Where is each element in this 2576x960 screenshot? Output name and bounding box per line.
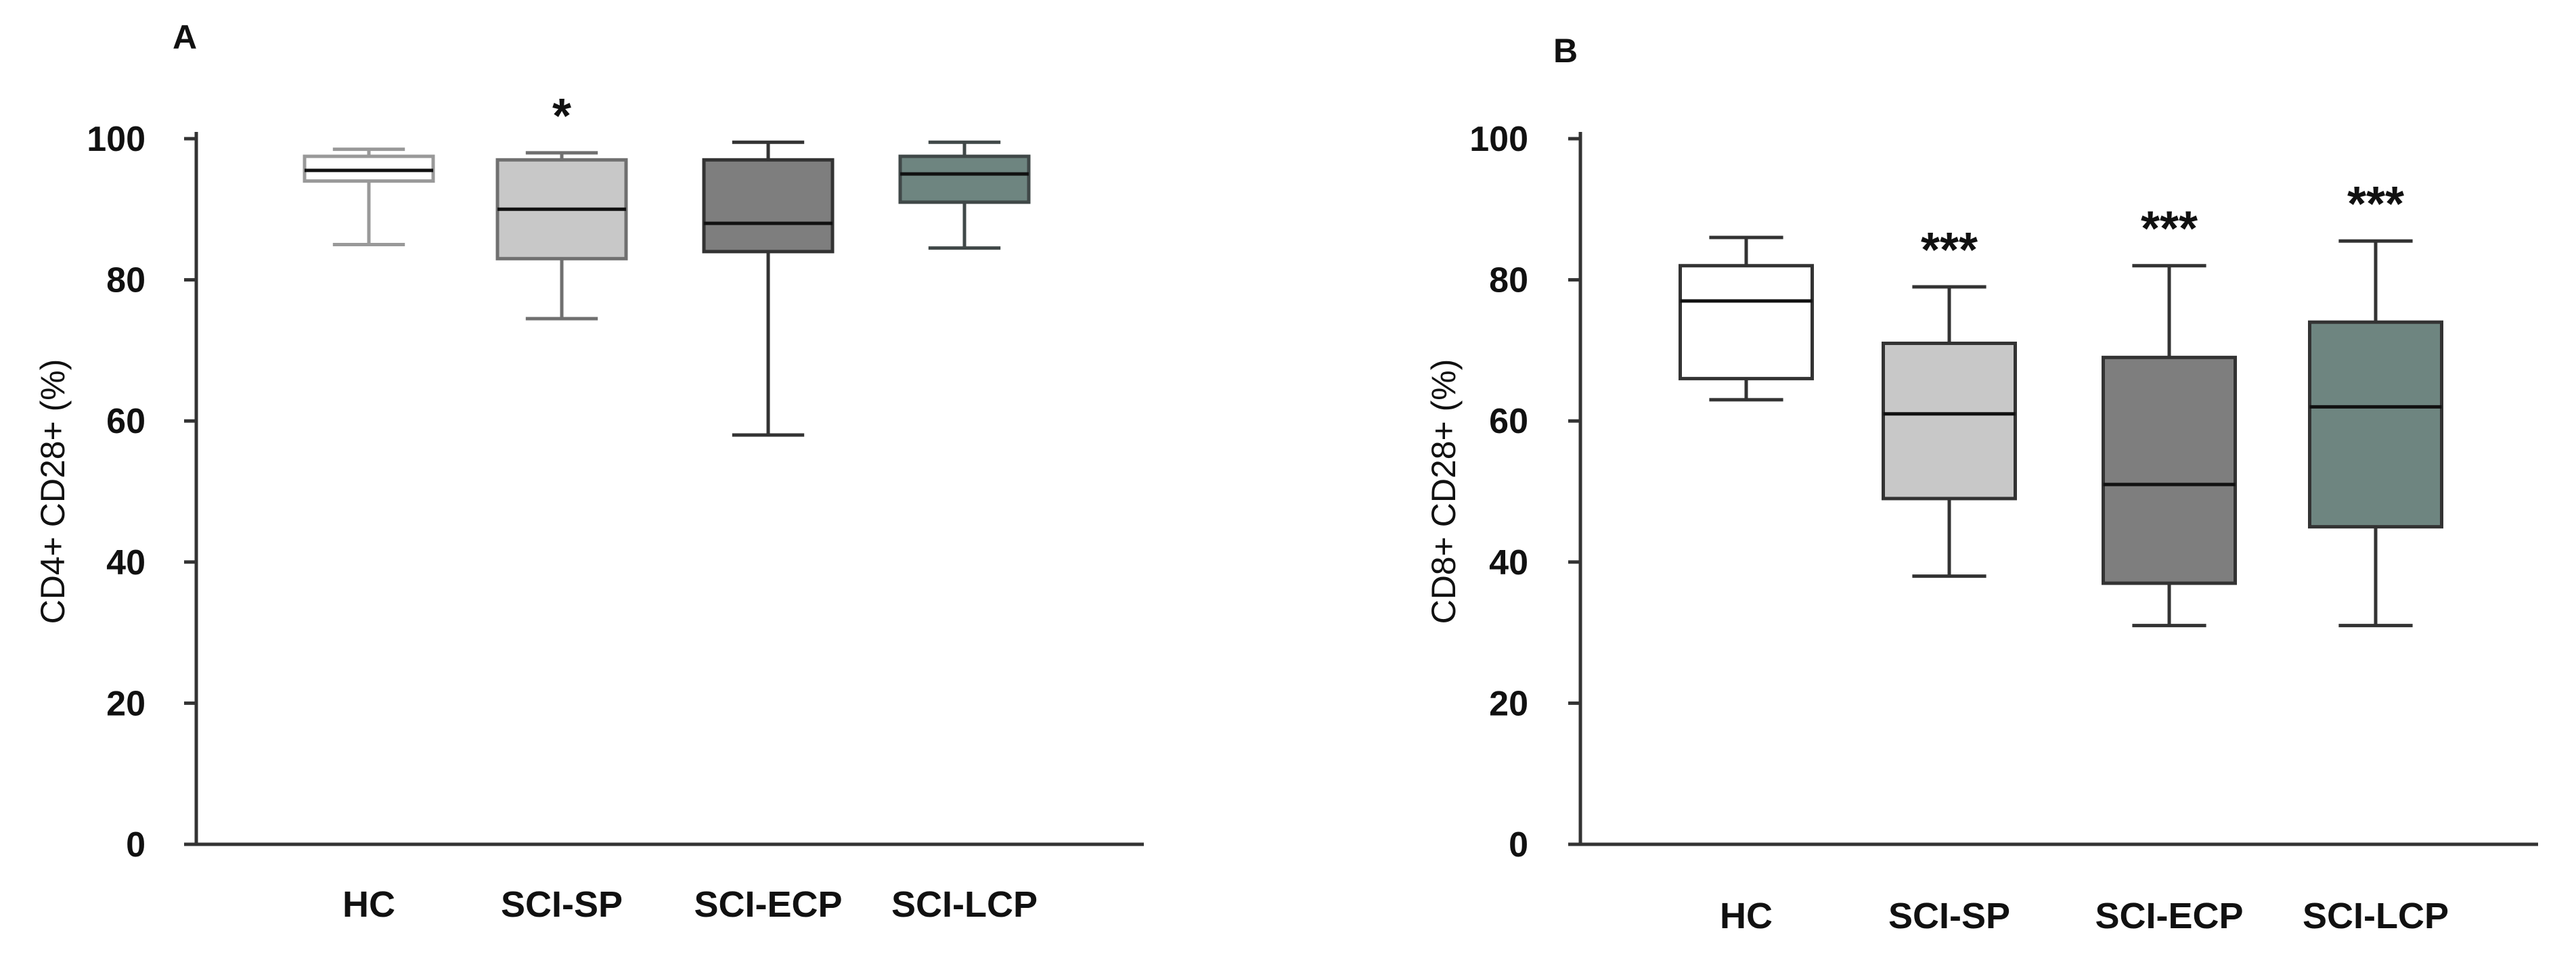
panel-a-letter: A <box>173 18 197 56</box>
panel-b-sci-sp-iqr-box <box>1882 341 2017 501</box>
panel-a-category-label-sci-sp: SCI-SP <box>501 884 623 925</box>
panel-a-y-tick-label-60: 60 <box>106 402 146 441</box>
panel-b-sci-lcp-iqr-box <box>2308 320 2443 529</box>
panel-b-hc-iqr-box <box>1679 264 1814 381</box>
panel-a-sci-sp-significance-annotation: * <box>552 89 571 143</box>
panel-b-y-tick-label-0: 0 <box>1509 825 1528 865</box>
panel-b-sci-lcp-box-plot: *** <box>2308 177 2443 628</box>
panel-b-y-tick-label-100: 100 <box>1469 120 1528 159</box>
panel-a-y-tick-label-100: 100 <box>87 120 146 159</box>
panel-b-y-tick-label-60: 60 <box>1489 402 1528 441</box>
panel-b-sci-ecp-box-plot: *** <box>2102 202 2237 628</box>
panel-a-category-label-hc: HC <box>342 884 395 925</box>
panel-a-sci-ecp-iqr-box <box>702 158 835 254</box>
panel-b-y-axis-title: CD8+ CD28+ (%) <box>1425 359 1463 624</box>
panel-b-sci-sp-significance-annotation: *** <box>1921 223 1978 277</box>
panel-b-category-label-sci-sp: SCI-SP <box>1888 896 2010 936</box>
panel-a-y-tick-label-80: 80 <box>106 261 146 300</box>
panel-a-sci-lcp-iqr-box <box>898 154 1031 204</box>
panel-b-sci-ecp-significance-annotation: *** <box>2141 202 2198 256</box>
panel-b-sci-ecp-iqr-box <box>2102 355 2237 585</box>
panel-a-sci-sp-box-plot: * <box>495 89 628 321</box>
panel-b-letter: B <box>1553 32 1578 70</box>
panel-a-y-tick-label-20: 20 <box>106 684 146 723</box>
panel-b-category-label-sci-ecp: SCI-ECP <box>2095 896 2243 936</box>
panel-a-category-label-sci-lcp: SCI-LCP <box>891 884 1038 925</box>
panel-a-hc-box-plot <box>303 147 435 246</box>
panel-b-y-tick-label-80: 80 <box>1489 261 1528 300</box>
panel-a-sci-lcp-box-plot <box>898 140 1031 250</box>
panel-a-sci-ecp-box-plot <box>702 140 835 437</box>
panel-b-sci-sp-box-plot: *** <box>1882 223 2017 578</box>
panel-a-hc-iqr-box <box>303 154 435 183</box>
panel-b-category-label-sci-lcp: SCI-LCP <box>2303 896 2449 936</box>
panel-b-sci-lcp-significance-annotation: *** <box>2347 177 2404 231</box>
panel-a-y-axis-title: CD4+ CD28+ (%) <box>34 359 72 624</box>
panel-b-category-label-hc: HC <box>1720 896 1773 936</box>
panel-a-y-tick-label-40: 40 <box>106 543 146 582</box>
panel-a: A 0 20 40 60 80 100 CD4+ CD28+ (%) HC SCI-SP SCI-E… <box>34 18 1144 925</box>
panel-b-y-tick-label-20: 20 <box>1489 684 1528 723</box>
panel-b-y-tick-label-40: 40 <box>1489 543 1528 582</box>
panel-b-hc-box-plot <box>1679 235 1814 402</box>
panel-a-y-tick-label-0: 0 <box>126 825 146 865</box>
panel-b: B 0 20 40 60 80 100 CD8+ CD28+ (%) HC SCI-SP SCI-E… <box>1425 32 2538 936</box>
panel-a-category-label-sci-ecp: SCI-ECP <box>694 884 842 925</box>
